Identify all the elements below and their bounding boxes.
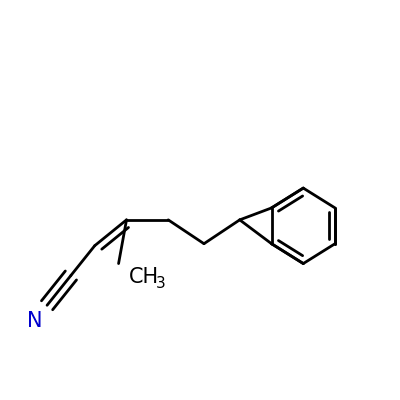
Text: CH: CH bbox=[128, 268, 159, 288]
Text: 3: 3 bbox=[156, 276, 166, 291]
Text: N: N bbox=[28, 311, 43, 331]
